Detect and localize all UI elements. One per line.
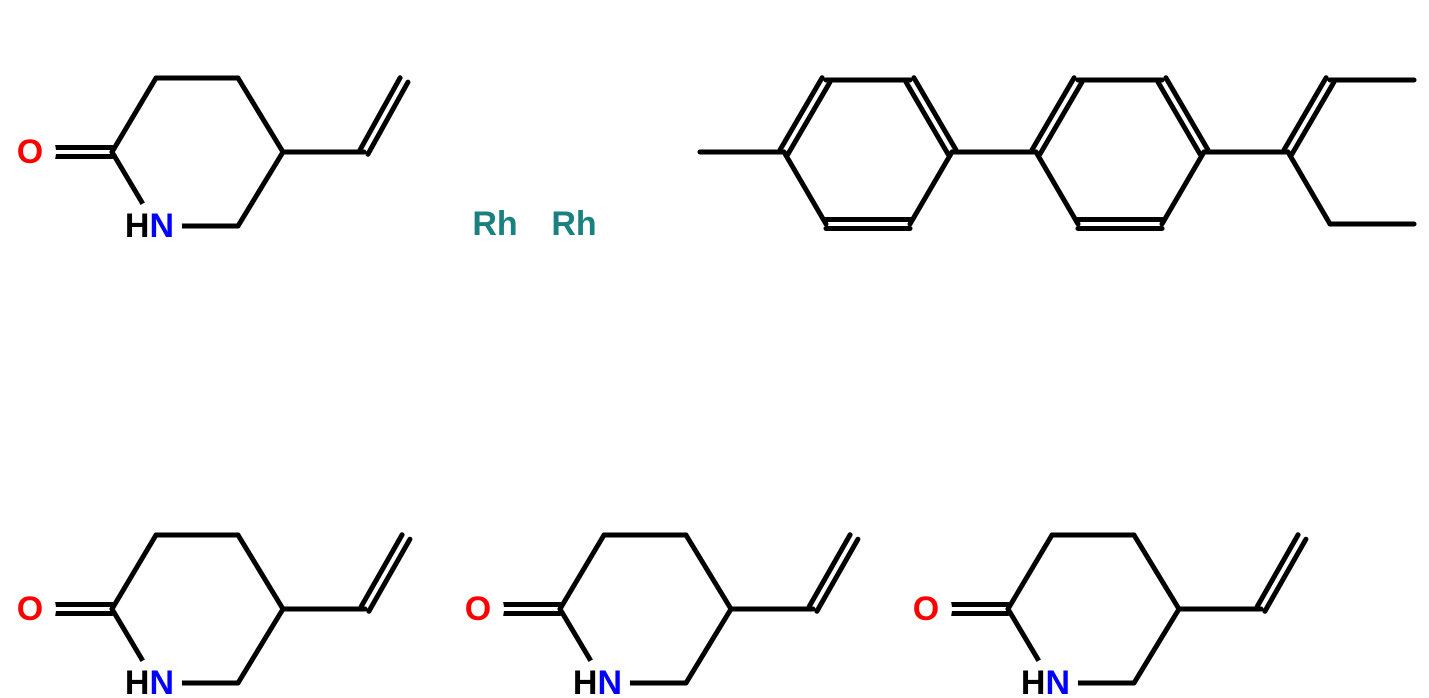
bond [368,82,408,154]
bond [560,609,591,661]
atom-label: HN [573,664,622,698]
bond [1162,152,1204,224]
bonds-layer [56,78,1414,683]
atom-label: O [465,590,491,628]
bond [1134,609,1179,683]
bond [1008,535,1052,609]
bond [1036,152,1078,224]
bond [784,152,826,224]
bond [1032,78,1074,150]
bond [1158,82,1200,154]
bond [1008,609,1039,661]
atom-label: O [17,133,43,171]
bond [112,609,143,661]
bond [910,152,952,224]
bond [112,152,143,204]
bond [788,82,830,154]
atom-label: Rh [551,205,596,243]
atom-label: HN [125,664,174,698]
bond [238,152,283,226]
atom-label: HN [1021,664,1070,698]
bond [809,535,850,607]
atom-label: O [17,590,43,628]
bond [1265,539,1306,611]
bond [369,539,410,611]
bond [686,609,731,683]
bond [1257,535,1298,607]
bond [112,78,156,152]
bond [238,78,283,152]
atom-label: O [913,590,939,628]
bond [1134,535,1179,609]
bond [560,535,604,609]
bond [1040,82,1082,154]
bond [360,78,400,150]
bond [238,609,283,683]
bond [817,539,858,611]
bond [1292,82,1334,154]
bond [112,535,156,609]
bond [1284,78,1326,150]
bond [780,78,822,150]
bond [238,535,283,609]
bond [914,78,956,150]
atom-label: Rh [472,205,517,243]
bond [1166,78,1208,150]
bond [1288,152,1330,224]
bond [686,535,731,609]
atom-label: HN [125,207,174,245]
bond [906,82,948,154]
molecule-diagram: O HN Rh Rh O HN O HN O HN [0,0,1429,698]
bond [361,535,402,607]
